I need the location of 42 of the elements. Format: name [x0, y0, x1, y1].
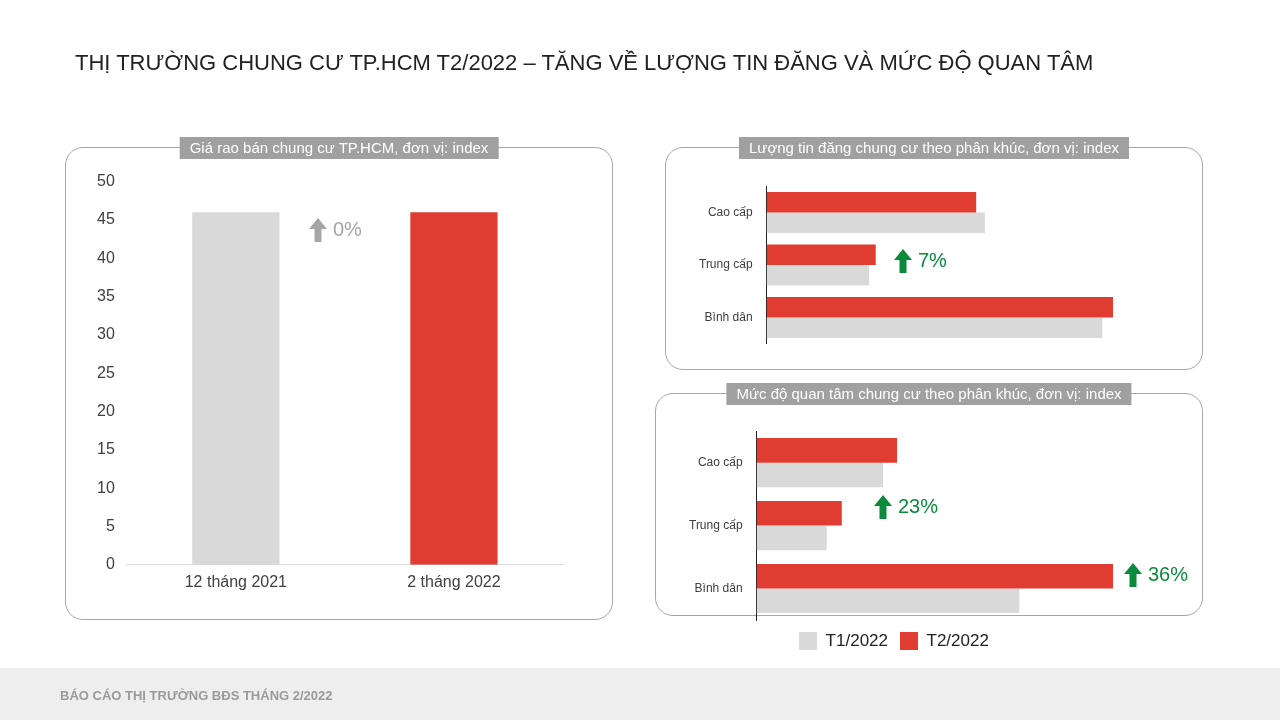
bar: [756, 501, 842, 526]
y-tick-label: Cao cấp: [707, 204, 753, 219]
y-tick-label: Bình dân: [694, 580, 743, 595]
bar: [766, 191, 977, 213]
y-tick-label: 10: [97, 478, 115, 496]
bar: [766, 212, 985, 233]
y-tick-label: 30: [97, 325, 115, 343]
y-tick-label: Bình dân: [704, 309, 753, 324]
y-tick-label: 45: [97, 210, 115, 228]
y-tick-label: 40: [97, 248, 115, 266]
chart-subtitle: Giá rao bán chung cư TP.HCM, đơn vị: index: [179, 137, 499, 159]
legend-label: T1/2022: [825, 630, 889, 650]
bar: [766, 297, 1113, 318]
chart-title: THỊ TRƯỜNG CHUNG CƯ TP.HCM T2/2022 – TĂNG VỀ LƯỢNG TIN ĐĂNG VÀ MỨC ĐỘ QUAN TÂM: [75, 50, 1094, 76]
annotation: 23%: [898, 494, 939, 517]
bar: [766, 244, 876, 265]
x-tick-label: 2 tháng 2022: [407, 572, 501, 590]
y-tick-label: Cao cấp: [697, 454, 743, 469]
bar: [756, 438, 898, 463]
legend-label: T2/2022: [926, 630, 989, 650]
y-tick-label: 50: [97, 172, 115, 190]
bar: [756, 588, 1020, 614]
bar: [756, 563, 1113, 589]
bar: [766, 317, 1103, 339]
y-tick-label: 35: [97, 286, 115, 304]
y-tick-label: 25: [97, 363, 115, 381]
y-tick-label: 20: [97, 401, 115, 419]
y-tick-label: 0: [105, 555, 115, 573]
y-tick-label: Trung cấp: [698, 257, 753, 272]
bar: [766, 265, 870, 286]
chart-title: Lượng tin đăng chung cư theo phân khúc, đơn vị: index: [739, 137, 1129, 159]
chart-title: Mức độ quan tâm chung cư theo phân khúc, đơn vị: index: [726, 383, 1132, 405]
x-tick-label: 12 tháng 2021: [184, 572, 288, 590]
annotation: 0%: [333, 217, 363, 240]
bar: [756, 525, 827, 551]
y-tick-label: 5: [105, 516, 115, 534]
y-tick-label: 15: [97, 440, 115, 458]
annotation: 7%: [918, 248, 948, 271]
y-tick-label: Trung cấp: [688, 517, 743, 532]
text: BÁO CÁO THỊ TRƯỜNG BĐS THÁNG 2/2022: [60, 688, 333, 703]
bar: [756, 462, 884, 488]
text: 36%: [1148, 562, 1189, 585]
